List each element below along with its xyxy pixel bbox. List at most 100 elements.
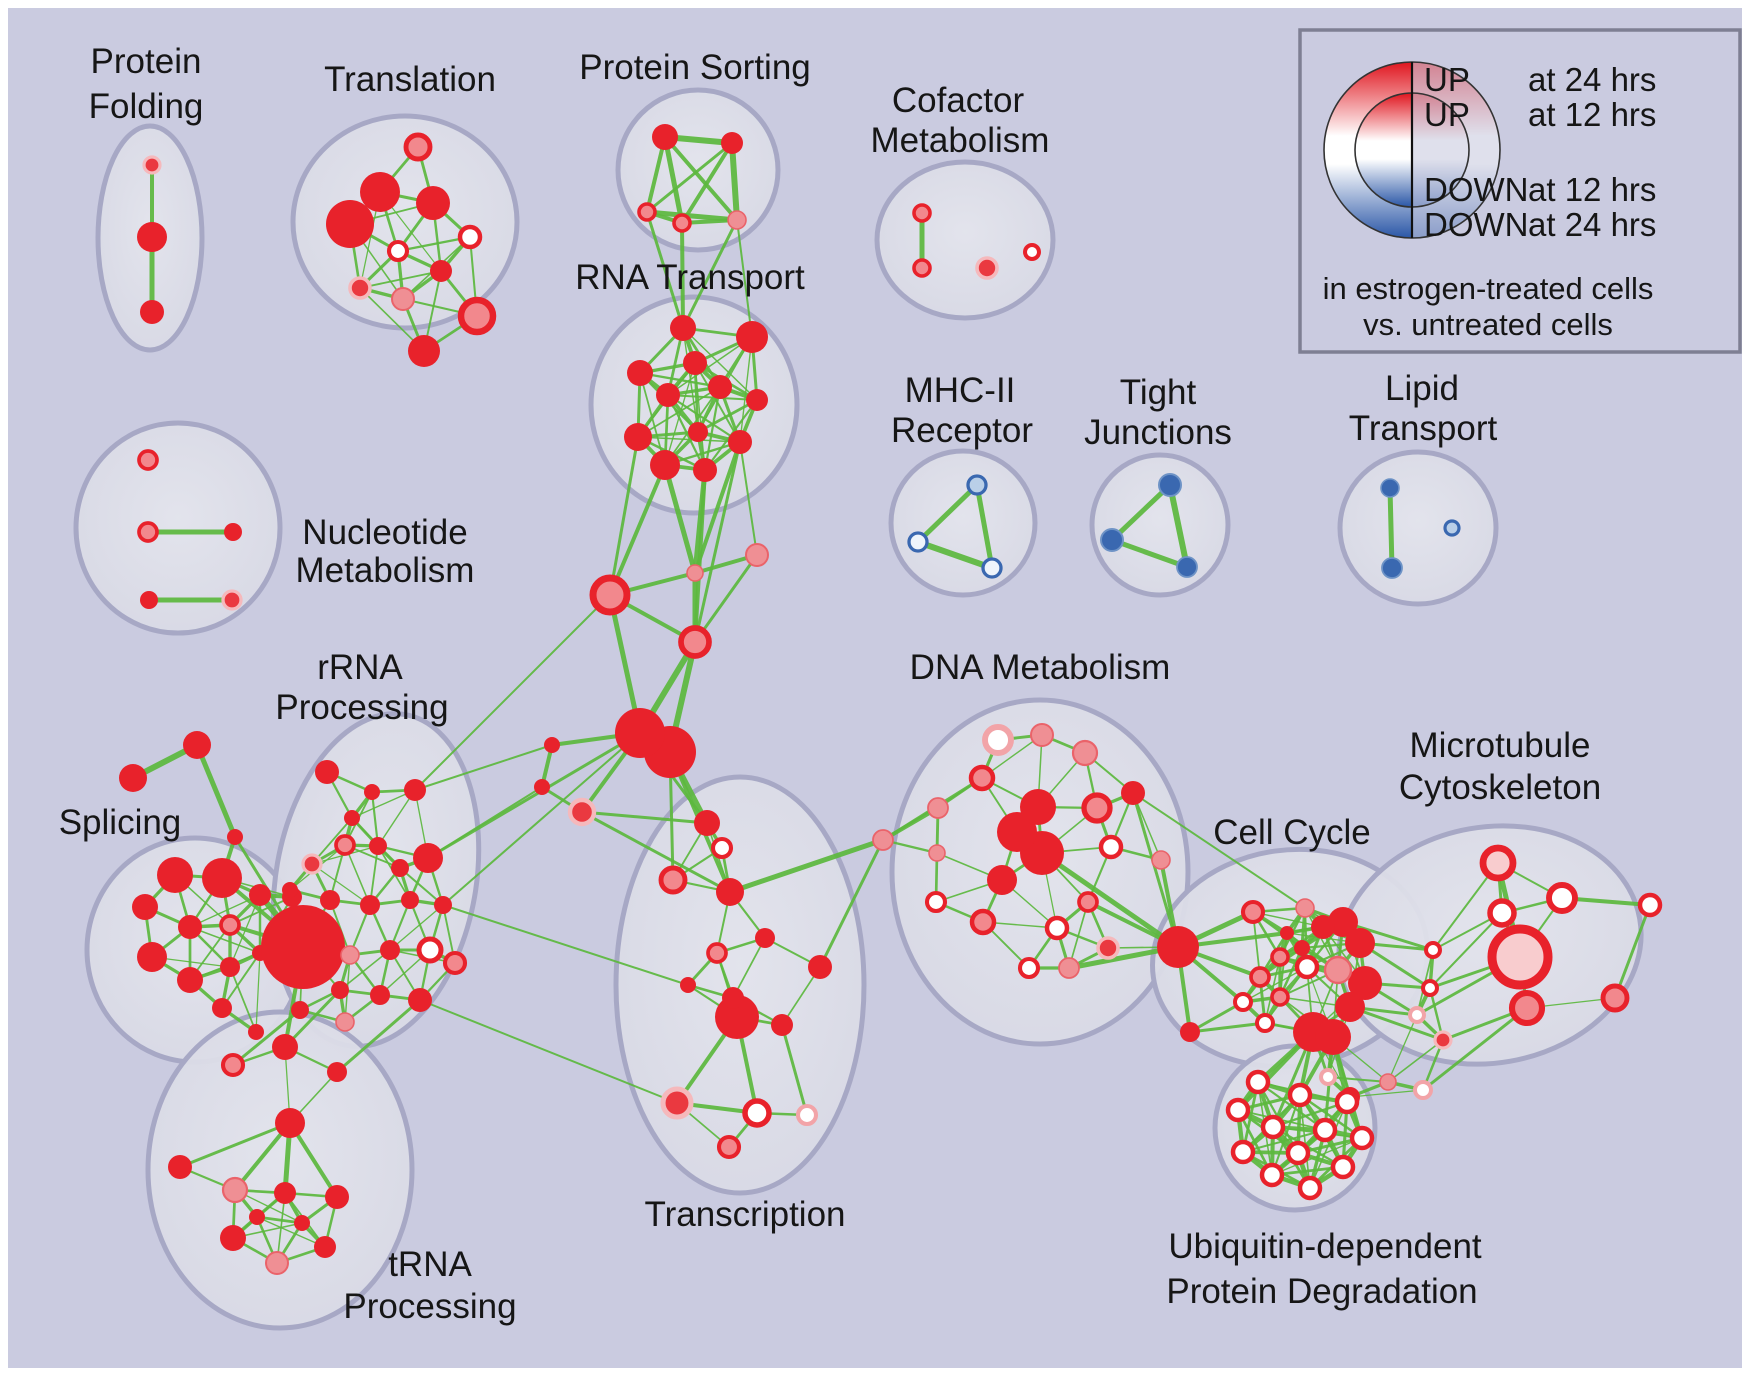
- cluster-label-cofactor-metabolism: Cofactor: [892, 81, 1025, 120]
- cluster-labels: Protein Folding Translation Protein Sorting…: [59, 42, 1601, 1326]
- gene-node: [1023, 243, 1041, 261]
- gene-node: [1295, 898, 1315, 918]
- cluster-label-protein-sorting: Protein Sorting: [579, 48, 811, 87]
- gene-node: [722, 987, 744, 1009]
- edge: [311, 863, 371, 906]
- edge: [580, 810, 709, 825]
- gene-node: [736, 321, 768, 353]
- edge: [693, 440, 742, 575]
- gene-node: [721, 132, 743, 154]
- gene-node: [912, 203, 932, 223]
- gene-node: [716, 878, 744, 906]
- gene-node: [808, 955, 832, 979]
- cluster-nodes-spine: [534, 543, 769, 795]
- gene-node: [434, 896, 452, 914]
- gene-node: [1380, 478, 1400, 498]
- gene-node: [408, 988, 432, 1012]
- gene-node: [567, 797, 597, 827]
- cluster-ellipse-trna-processing: [145, 1009, 415, 1331]
- gene-node: [987, 865, 1017, 895]
- cluster-nodes-protein-sorting: [637, 124, 747, 233]
- edge: [1298, 1093, 1364, 1140]
- gene-node: [137, 521, 159, 543]
- gene-node: [1330, 1154, 1356, 1180]
- gene-node: [660, 1086, 694, 1120]
- legend-footer-text: in estrogen-treated cells: [1323, 271, 1654, 306]
- cluster-ellipses: [73, 87, 1644, 1331]
- cluster-label-rrna-processing: rRNA: [317, 648, 403, 687]
- cluster-nodes-splicing: [132, 857, 302, 1040]
- gene-node: [1408, 1006, 1426, 1024]
- edge: [1109, 482, 1173, 543]
- cluster-label-lipid-transport: Transport: [1349, 409, 1498, 448]
- gene-node: [301, 853, 323, 875]
- cluster-label-dna-metabolism: DNA Metabolism: [910, 648, 1171, 687]
- edge: [442, 732, 641, 906]
- gene-node: [1017, 956, 1041, 980]
- gene-node: [534, 779, 550, 795]
- gene-node: [137, 222, 167, 252]
- legend-time-label: at 24 hrs: [1528, 206, 1656, 243]
- cluster-nodes-lipid-transport: [1380, 478, 1461, 579]
- gene-node: [364, 784, 380, 800]
- gene-node: [442, 950, 468, 976]
- edge: [915, 539, 995, 571]
- gene-node: [294, 1215, 310, 1231]
- gene-node: [386, 239, 410, 263]
- cluster-label-rrna-processing: Processing: [275, 688, 448, 727]
- cluster-nodes-cell-cycle: [1233, 898, 1453, 1107]
- gene-node: [137, 942, 167, 972]
- gene-node: [1348, 966, 1382, 1000]
- edge: [189, 926, 261, 954]
- gene-node: [1297, 1175, 1323, 1201]
- edge: [335, 998, 422, 1074]
- gene-node: [1081, 792, 1113, 824]
- gene-node: [416, 186, 450, 220]
- edge: [414, 594, 611, 791]
- gene-node: [589, 574, 631, 616]
- gene-node: [1328, 907, 1358, 937]
- gene-node: [1379, 1073, 1397, 1091]
- edge: [339, 949, 391, 991]
- gene-node: [1287, 1082, 1313, 1108]
- gene-node: [224, 523, 242, 541]
- gene-node: [1260, 1114, 1286, 1140]
- gene-node: [1546, 882, 1578, 914]
- gene-node: [137, 449, 159, 471]
- gene-node: [1508, 989, 1546, 1027]
- gene-node: [1098, 834, 1124, 860]
- gene-node: [331, 981, 349, 999]
- cluster-label-nucleotide-metabolism: Metabolism: [296, 551, 475, 590]
- gene-node: [968, 764, 996, 792]
- gene-node: [221, 1176, 249, 1204]
- cluster-nodes-microtubule-cytoskeleton: [1479, 844, 1663, 1027]
- cluster-label-transcription: Transcription: [645, 1195, 846, 1234]
- gene-node: [1255, 1013, 1275, 1033]
- edge: [1271, 1137, 1363, 1176]
- edge: [1132, 792, 1306, 909]
- cluster-nodes-transcription: [567, 797, 832, 1160]
- gene-node: [1270, 947, 1290, 967]
- gene-node: [975, 256, 999, 280]
- legend-direction-label: DOWN: [1424, 206, 1528, 243]
- gene-node: [1030, 723, 1054, 747]
- gene-node: [457, 224, 483, 250]
- cluster-nodes-ubiquitin-degradation: [1225, 1069, 1375, 1201]
- legend-direction-label: UP: [1424, 96, 1470, 133]
- edge: [1068, 901, 1089, 969]
- gene-node: [727, 210, 747, 230]
- edge: [1387, 485, 1395, 571]
- edge: [693, 468, 707, 644]
- cluster-label-cofactor-metabolism: Metabolism: [871, 121, 1050, 160]
- gene-node: [716, 1134, 742, 1160]
- gene-node: [404, 779, 426, 801]
- edge: [662, 462, 698, 576]
- gene-node: [693, 458, 717, 482]
- gene-node: [274, 1182, 296, 1204]
- gene-node: [119, 764, 147, 792]
- legend-direction-label: UP: [1424, 61, 1470, 98]
- edge: [693, 553, 759, 644]
- edge: [419, 999, 678, 1104]
